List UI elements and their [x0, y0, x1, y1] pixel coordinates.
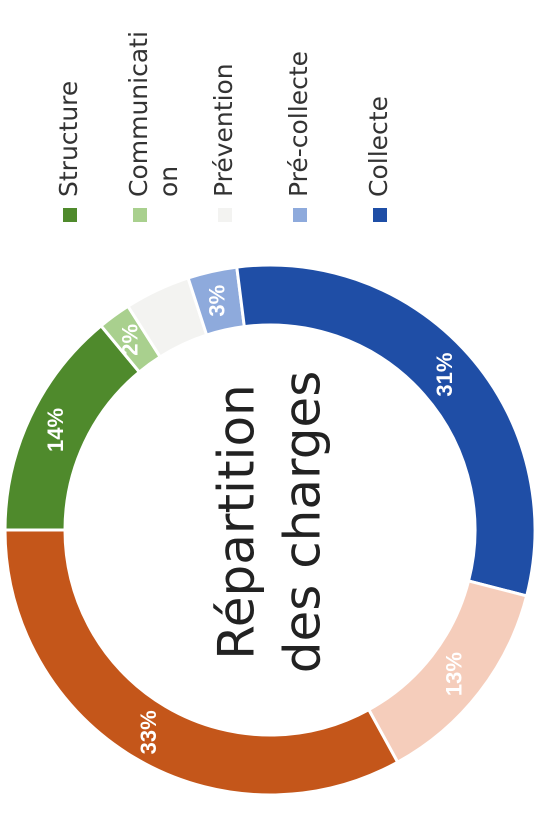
legend-label: Prévention [209, 63, 238, 197]
data-label: 14% [43, 408, 68, 452]
legend-label: Communication [124, 31, 183, 197]
data-label: 33% [136, 710, 161, 754]
donut-segment [3, 528, 400, 797]
data-label: 2% [118, 324, 143, 356]
data-label: 13% [441, 652, 466, 696]
legend-swatch [133, 208, 147, 222]
rotated-chart: Répartition des charges 14% 2% 3% 31% 13% 33%… [3, 31, 537, 797]
legend-swatch [63, 208, 77, 222]
legend-label: Structure [54, 80, 83, 197]
legend-entry: Structure [54, 80, 83, 197]
legend-swatch [293, 208, 307, 222]
legend-entry: Communication [124, 31, 183, 197]
donut-segment [235, 263, 537, 598]
legend-entry: Prévention [209, 63, 238, 197]
legend-entry: Pré-collecte [284, 50, 313, 197]
center-title: Répartition [208, 384, 266, 659]
data-label: 31% [432, 353, 457, 397]
legend-label: Pré-collecte [284, 50, 313, 197]
legend-swatch [373, 208, 387, 222]
legend-swatch [218, 208, 232, 222]
center-title: des charges [274, 371, 332, 674]
legend-entry: Collecte [364, 96, 393, 197]
legend-label: Collecte [364, 96, 393, 197]
data-label: 3% [205, 285, 230, 317]
